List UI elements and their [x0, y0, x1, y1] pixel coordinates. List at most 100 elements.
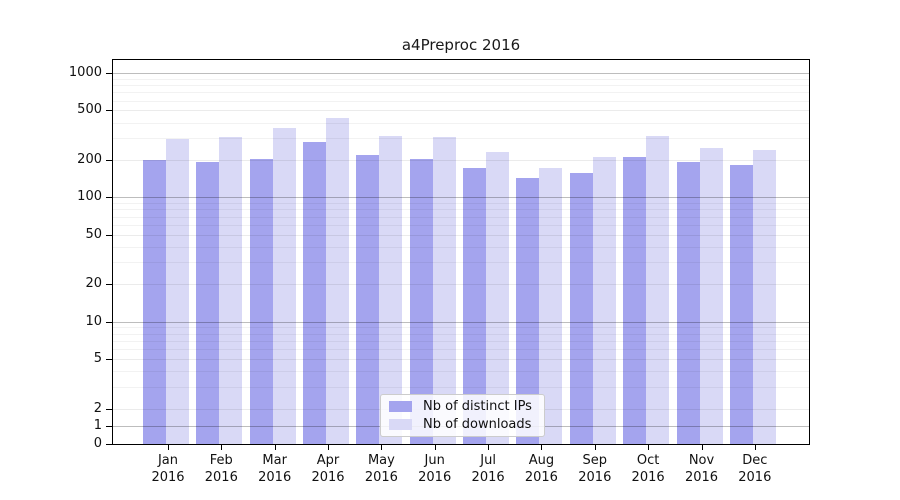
y-tick-label-1000: 1000 — [68, 65, 102, 80]
x-tick-label-dec: Dec 2016 — [738, 453, 772, 485]
x-axis-spine — [112, 444, 810, 445]
x-tick-dec — [754, 445, 756, 450]
x-tick-aug — [541, 445, 543, 450]
gridline-8 — [113, 333, 809, 335]
x-tick-label-jun: Jun 2016 — [418, 453, 452, 485]
gridline-9 — [113, 327, 809, 329]
bar-downloads-jul — [486, 152, 510, 444]
bar-ips-mar — [249, 158, 273, 444]
x-tick-label-aug: Aug 2016 — [524, 453, 558, 485]
gridline-30 — [113, 262, 809, 264]
y-tick-label-0: 0 — [93, 436, 102, 451]
bar-downloads-oct — [646, 136, 670, 444]
gridline-900 — [113, 78, 809, 80]
bar-ips-sep — [569, 172, 593, 444]
y-tick-label-1: 1 — [93, 418, 102, 434]
x-tick-jul — [488, 445, 490, 450]
y-tick-50 — [106, 234, 112, 236]
gridline-20 — [113, 284, 809, 286]
y-tick-10 — [106, 321, 112, 323]
y-tick-label-20: 20 — [85, 276, 102, 292]
y-tick-100 — [106, 197, 112, 199]
bar-ips-apr — [303, 142, 326, 444]
legend-label-downloads: Nb of downloads — [423, 417, 532, 432]
bar-ips-dec — [729, 165, 753, 444]
bar-ips-feb — [196, 162, 220, 444]
gridline-3 — [113, 386, 809, 388]
y-tick-label-5: 5 — [93, 351, 102, 366]
bar-downloads-sep — [592, 156, 616, 444]
gridline-6 — [113, 349, 809, 351]
gridline-40 — [113, 246, 809, 248]
legend-item-downloads: Nb of downloads — [389, 417, 536, 432]
x-tick-label-apr: Apr 2016 — [311, 453, 345, 485]
gridline-700 — [113, 92, 809, 94]
y-axis-spine — [112, 59, 113, 445]
x-tick-jun — [434, 445, 436, 450]
x-tick-label-sep: Sep 2016 — [578, 453, 612, 485]
x-tick-label-may: May 2016 — [364, 453, 398, 485]
x-tick-oct — [648, 445, 650, 450]
chart-title: a4Preproc 2016 — [401, 36, 521, 54]
bar-downloads-aug — [539, 168, 563, 444]
gridline-50 — [113, 234, 809, 236]
gridline-500 — [113, 110, 809, 112]
gridline-4 — [113, 371, 809, 373]
y-tick-2 — [106, 408, 112, 410]
x-tick-label-nov: Nov 2016 — [684, 453, 719, 485]
bar-downloads-jun — [432, 136, 456, 444]
y-tick-5 — [106, 359, 112, 360]
y-tick-1000 — [106, 73, 112, 74]
gridline-1000 — [113, 73, 809, 74]
y-tick-1 — [106, 426, 112, 428]
x-tick-mar — [274, 445, 276, 450]
x-tick-label-feb: Feb 2016 — [204, 453, 238, 485]
gridline-7 — [113, 340, 809, 342]
x-tick-feb — [221, 445, 223, 450]
x-tick-may — [381, 445, 383, 450]
y-tick-label-50: 50 — [85, 226, 102, 242]
y-tick-label-2: 2 — [93, 400, 102, 416]
bar-ips-jan — [143, 160, 166, 444]
bar-ips-oct — [623, 157, 647, 444]
gridline-200 — [113, 159, 809, 161]
bar-downloads-feb — [219, 137, 243, 444]
gridline-80 — [113, 209, 809, 211]
x-tick-label-mar: Mar 2016 — [258, 453, 292, 485]
bar-downloads-jan — [166, 138, 189, 444]
x-tick-apr — [328, 445, 329, 450]
y-tick-label-200: 200 — [77, 151, 102, 167]
gridline-800 — [113, 85, 809, 86]
gridline-400 — [113, 122, 809, 124]
bar-downloads-mar — [272, 128, 296, 444]
bar-downloads-nov — [699, 147, 723, 444]
x-tick-jan — [168, 445, 169, 450]
legend: Nb of distinct IPs Nb of downloads — [380, 394, 545, 437]
gridline-600 — [113, 100, 809, 102]
y-tick-label-500: 500 — [77, 102, 102, 118]
gridline-90 — [113, 203, 809, 204]
y-tick-label-10: 10 — [85, 313, 102, 329]
legend-swatch-distinct-ips — [389, 401, 412, 412]
bar-ips-nov — [676, 161, 700, 444]
right-spine — [809, 59, 810, 445]
bar-downloads-may — [379, 136, 403, 444]
y-tick-label-100: 100 — [77, 189, 102, 205]
legend-item-distinct-ips: Nb of distinct IPs — [389, 399, 536, 414]
bar-ips-jul — [463, 168, 487, 444]
bar-downloads-apr — [326, 118, 349, 444]
x-tick-sep — [594, 445, 596, 450]
y-tick-200 — [106, 159, 112, 161]
bar-ips-jun — [409, 158, 433, 444]
legend-swatch-downloads — [389, 419, 412, 430]
x-tick-label-jan: Jan 2016 — [151, 453, 185, 485]
top-spine — [112, 59, 810, 60]
gridline-100 — [113, 197, 809, 199]
y-tick-20 — [106, 284, 112, 286]
gridline-10 — [113, 321, 809, 323]
bar-downloads-dec — [752, 150, 776, 444]
x-tick-label-oct: Oct 2016 — [631, 453, 665, 485]
legend-label-distinct-ips: Nb of distinct IPs — [423, 399, 532, 414]
gridline-300 — [113, 138, 809, 139]
